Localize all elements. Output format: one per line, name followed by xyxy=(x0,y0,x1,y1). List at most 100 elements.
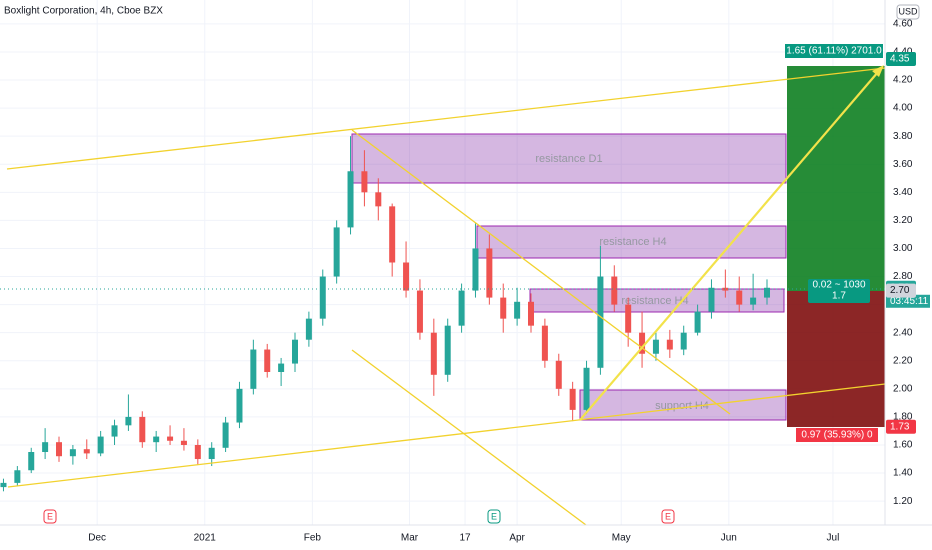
price-tag xyxy=(886,419,916,434)
countdown-box xyxy=(886,294,930,308)
stop-label: 0.97 (35.93%) 0 xyxy=(801,430,873,441)
target-label: 1.65 (61.11%) 2701.0 xyxy=(786,46,882,57)
candle-body xyxy=(430,332,437,375)
support-zone xyxy=(579,389,787,421)
candle-body xyxy=(416,290,423,333)
axes: 1.201.401.601.802.002.202.402.602.803.00… xyxy=(88,19,930,544)
currency: USD xyxy=(898,6,918,16)
stop-box xyxy=(796,428,878,442)
trend-line xyxy=(351,129,731,415)
resistance-zone xyxy=(351,133,787,184)
trend-line xyxy=(7,383,886,488)
candle-body xyxy=(208,447,215,460)
target-box xyxy=(785,44,883,58)
candle-body xyxy=(611,276,618,305)
trend-line xyxy=(6,67,886,170)
x-tick-label: 17 xyxy=(459,533,471,544)
candle-body xyxy=(139,416,146,443)
event-label: E xyxy=(491,511,497,521)
candle-body xyxy=(236,388,243,423)
candle-body xyxy=(83,449,90,454)
x-tick-label: Mar xyxy=(401,533,419,544)
x-tick-label: Apr xyxy=(509,533,525,544)
candle-body xyxy=(42,442,49,453)
candle-body xyxy=(583,367,590,410)
candle-body xyxy=(222,422,229,448)
price-axis xyxy=(885,0,932,550)
price-tag xyxy=(886,283,916,298)
candle-body xyxy=(28,452,35,471)
candle-body xyxy=(347,171,354,228)
candle-body xyxy=(555,360,562,389)
x-tick-label: May xyxy=(612,533,631,544)
candle-body xyxy=(625,304,632,333)
candle-body xyxy=(680,332,687,350)
candle-body xyxy=(375,192,382,207)
y-tick-label: 2.00 xyxy=(893,383,913,394)
price-tag xyxy=(886,51,916,66)
countdown: 03:45:11 xyxy=(890,296,929,307)
candle-body xyxy=(486,248,493,298)
candle-body xyxy=(708,287,715,312)
candle-body xyxy=(125,416,132,426)
price-tag-label: 1.73 xyxy=(890,421,910,432)
candle-body xyxy=(97,436,104,454)
arrow-head xyxy=(872,65,884,77)
entry-label: 1.7 xyxy=(832,291,846,302)
candle-body xyxy=(180,440,187,445)
candle-body xyxy=(597,276,604,368)
grid xyxy=(0,0,885,525)
chart-title: Boxlight Corporation, 4h, Cboe BZX xyxy=(4,6,163,17)
candle-body xyxy=(278,363,285,372)
y-tick-label: 2.80 xyxy=(893,271,913,282)
candle-body xyxy=(264,349,271,372)
candle-body xyxy=(153,436,160,443)
x-tick-label: Jul xyxy=(827,533,840,544)
candle-body xyxy=(652,339,659,354)
event-frame xyxy=(487,509,501,524)
x-tick-label: Dec xyxy=(88,533,106,544)
candle-body xyxy=(639,332,646,354)
candle-body xyxy=(305,318,312,340)
resistance-zone xyxy=(476,225,787,259)
y-tick-label: 2.20 xyxy=(893,355,913,366)
candle-body xyxy=(333,227,340,277)
candle-body xyxy=(514,301,521,319)
y-tick-label: 2.40 xyxy=(893,327,913,338)
zone-label: resistance D1 xyxy=(535,153,602,165)
y-tick-label: 3.00 xyxy=(893,243,913,254)
y-tick-label: 3.80 xyxy=(893,131,913,142)
x-tick-label: 2021 xyxy=(194,533,217,544)
currency-box xyxy=(896,4,920,20)
candle-body xyxy=(472,248,479,291)
y-tick-label: 4.60 xyxy=(893,19,913,30)
candle-body xyxy=(569,388,576,410)
y-tick-label: 3.40 xyxy=(893,187,913,198)
trend-line xyxy=(351,349,591,529)
candle-body xyxy=(14,470,21,483)
candle-body xyxy=(250,349,257,389)
candle-body xyxy=(319,276,326,319)
event-icon[interactable]: E xyxy=(661,509,675,524)
plot-background xyxy=(0,0,885,525)
target-zone xyxy=(787,66,885,291)
candle-body xyxy=(500,297,507,319)
zone-label: resistance H4 xyxy=(599,236,666,248)
time-axis xyxy=(0,525,885,550)
candle-body xyxy=(111,425,118,437)
projection-arrow xyxy=(579,71,879,421)
candle-body xyxy=(361,171,368,193)
y-tick-label: 3.60 xyxy=(893,159,913,170)
x-tick-label: Jun xyxy=(721,533,737,544)
entry-label: 0.02 ~ 1030 xyxy=(812,280,866,291)
y-tick-label: 1.60 xyxy=(893,440,913,451)
price-tag-label: 4.35 xyxy=(890,54,910,65)
event-icon[interactable]: E xyxy=(43,509,57,524)
event-icon[interactable]: E xyxy=(487,509,501,524)
candle-body xyxy=(694,311,701,333)
candle-body xyxy=(458,290,465,326)
candle-body xyxy=(736,290,743,305)
y-tick-label: 4.20 xyxy=(893,75,913,86)
candle-body xyxy=(0,482,7,488)
